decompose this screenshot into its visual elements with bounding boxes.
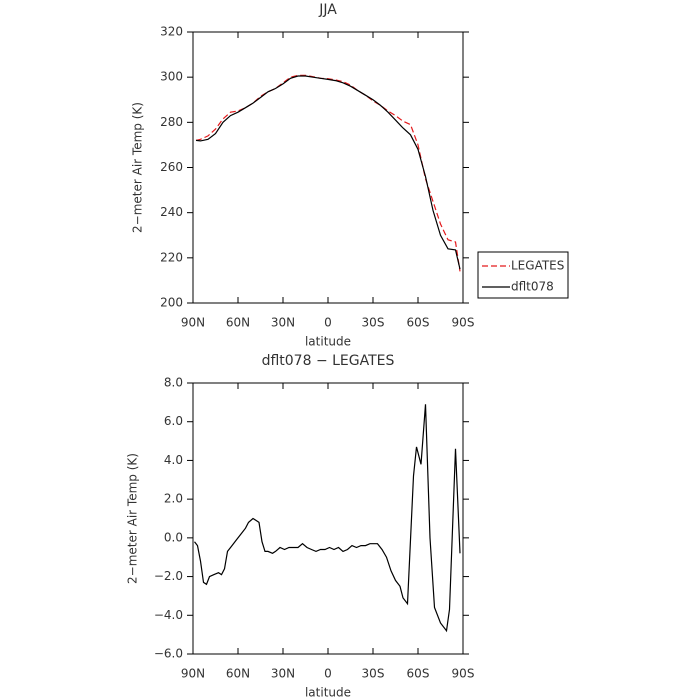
x-tick-label: 90N xyxy=(181,667,205,681)
x-tick-label: 90S xyxy=(452,316,475,330)
x-tick-label: 30N xyxy=(271,667,295,681)
series-line xyxy=(195,74,461,272)
x-axis-label: latitude xyxy=(305,686,351,700)
x-tick-label: 0 xyxy=(324,667,332,681)
x-tick-label: 60S xyxy=(407,667,430,681)
x-tick-label: 30N xyxy=(271,316,295,330)
legend-label: dflt078 xyxy=(511,280,554,294)
y-tick-label: 200 xyxy=(160,296,183,310)
x-tick-label: 60N xyxy=(226,667,250,681)
y-tick-label: 300 xyxy=(160,70,183,84)
y-tick-label: 240 xyxy=(160,205,183,219)
y-tick-label: 220 xyxy=(160,250,183,264)
y-tick-label: 8.0 xyxy=(164,376,183,390)
y-tick-label: 260 xyxy=(160,160,183,174)
x-tick-label: 0 xyxy=(324,316,332,330)
y-tick-label: 6.0 xyxy=(164,414,183,428)
x-tick-label: 30S xyxy=(362,316,385,330)
x-tick-label: 60N xyxy=(226,316,250,330)
legend-box xyxy=(477,251,569,299)
chart-title: JJA xyxy=(318,2,337,18)
x-tick-label: 60S xyxy=(407,316,430,330)
y-tick-label: 4.0 xyxy=(164,453,183,467)
y-tick-label: −2.0 xyxy=(154,569,183,583)
plot-frame xyxy=(192,382,464,655)
series-line xyxy=(194,404,461,633)
y-tick-label: 2.0 xyxy=(164,492,183,506)
y-tick-label: −4.0 xyxy=(154,608,183,622)
chart-title: dflt078 − LEGATES xyxy=(262,353,395,369)
y-tick-label: −6.0 xyxy=(154,647,183,661)
x-axis-label: latitude xyxy=(305,335,351,349)
y-axis-label: 2−meter Air Temp (K) xyxy=(131,102,145,233)
legend-label: LEGATES xyxy=(511,259,564,273)
series-line xyxy=(195,75,461,270)
y-tick-label: 280 xyxy=(160,115,183,129)
x-tick-label: 30S xyxy=(362,667,385,681)
x-tick-label: 90N xyxy=(181,316,205,330)
y-tick-label: 0.0 xyxy=(164,530,183,544)
y-tick-label: 320 xyxy=(160,25,183,39)
y-axis-label: 2−meter Air Temp (K) xyxy=(126,453,140,584)
x-tick-label: 90S xyxy=(452,667,475,681)
